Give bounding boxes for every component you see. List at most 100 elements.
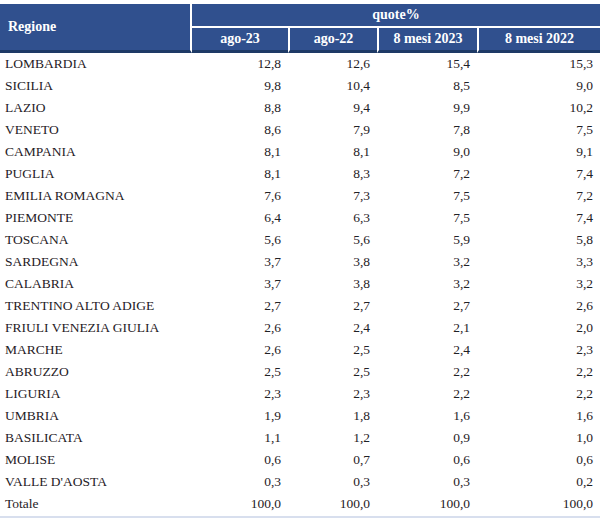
table-row: BASILICATA1,11,20,91,0	[0, 427, 600, 449]
region-name: LOMBARDIA	[0, 53, 192, 75]
value-cell: 2,2	[377, 383, 477, 405]
value-cell: 2,5	[288, 339, 377, 361]
value-cell: 8,3	[288, 163, 377, 185]
value-cell: 2,7	[192, 295, 288, 317]
value-cell: 0,6	[377, 449, 477, 471]
value-cell: 3,2	[377, 251, 477, 273]
region-name: TRENTINO ALTO ADIGE	[0, 295, 192, 317]
column-header-8-mesi-2022: 8 mesi 2022	[477, 28, 600, 53]
value-cell: 5,8	[477, 229, 600, 251]
value-cell: 9,0	[377, 141, 477, 163]
value-cell: 7,5	[377, 207, 477, 229]
value-cell: 2,4	[288, 317, 377, 339]
region-name: ABRUZZO	[0, 361, 192, 383]
value-cell: 2,2	[377, 361, 477, 383]
value-cell: 1,6	[477, 405, 600, 427]
value-cell: 5,6	[192, 229, 288, 251]
region-name: SARDEGNA	[0, 251, 192, 273]
value-cell: 7,4	[477, 163, 600, 185]
value-cell: 7,5	[477, 119, 600, 141]
value-cell: 2,2	[477, 383, 600, 405]
value-cell: 1,1	[192, 427, 288, 449]
value-cell: 2,3	[288, 383, 377, 405]
value-cell: 8,8	[192, 97, 288, 119]
value-cell: 0,3	[377, 471, 477, 493]
value-cell: 12,6	[288, 53, 377, 75]
region-name: Totale	[0, 493, 192, 515]
column-header-ago-22: ago-22	[288, 28, 377, 53]
value-cell: 7,8	[377, 119, 477, 141]
value-cell: 9,9	[377, 97, 477, 119]
regioni-quote-table: Regione quote% ago-23 ago-22 8 mesi 2023…	[0, 4, 600, 515]
value-cell: 2,6	[192, 317, 288, 339]
table-row: SICILIA9,810,48,59,0	[0, 75, 600, 97]
value-cell: 8,5	[377, 75, 477, 97]
value-cell: 2,5	[192, 361, 288, 383]
value-cell: 2,5	[288, 361, 377, 383]
value-cell: 5,6	[288, 229, 377, 251]
value-cell: 12,8	[192, 53, 288, 75]
value-cell: 10,4	[288, 75, 377, 97]
value-cell: 1,8	[288, 405, 377, 427]
value-cell: 3,2	[477, 273, 600, 295]
header-group-row: Regione quote%	[0, 4, 600, 28]
value-cell: 15,4	[377, 53, 477, 75]
region-name: FRIULI VENEZIA GIULIA	[0, 317, 192, 339]
table-row: ABRUZZO2,52,52,22,2	[0, 361, 600, 383]
value-cell: 7,2	[477, 185, 600, 207]
value-cell: 0,9	[377, 427, 477, 449]
region-name: BASILICATA	[0, 427, 192, 449]
column-group-header-quote: quote%	[192, 4, 600, 28]
value-cell: 6,4	[192, 207, 288, 229]
column-header-regione: Regione	[0, 4, 192, 53]
value-cell: 2,1	[377, 317, 477, 339]
region-name: MOLISE	[0, 449, 192, 471]
value-cell: 2,4	[377, 339, 477, 361]
region-name: LIGURIA	[0, 383, 192, 405]
value-cell: 1,0	[477, 427, 600, 449]
region-name: LAZIO	[0, 97, 192, 119]
bottom-rule	[0, 516, 600, 518]
column-header-ago-23: ago-23	[192, 28, 288, 53]
value-cell: 2,3	[477, 339, 600, 361]
region-name: CAMPANIA	[0, 141, 192, 163]
value-cell: 3,2	[377, 273, 477, 295]
table-row: TOSCANA5,65,65,95,8	[0, 229, 600, 251]
table-row: CALABRIA3,73,83,23,2	[0, 273, 600, 295]
value-cell: 2,3	[192, 383, 288, 405]
table-row: LIGURIA2,32,32,22,2	[0, 383, 600, 405]
value-cell: 2,6	[477, 295, 600, 317]
value-cell: 5,9	[377, 229, 477, 251]
table-row: TRENTINO ALTO ADIGE2,72,72,72,6	[0, 295, 600, 317]
value-cell: 7,4	[477, 207, 600, 229]
table-row: PIEMONTE6,46,37,57,4	[0, 207, 600, 229]
table-header: Regione quote% ago-23 ago-22 8 mesi 2023…	[0, 4, 600, 53]
value-cell: 9,8	[192, 75, 288, 97]
value-cell: 9,4	[288, 97, 377, 119]
value-cell: 10,2	[477, 97, 600, 119]
value-cell: 0,3	[288, 471, 377, 493]
value-cell: 100,0	[192, 493, 288, 515]
value-cell: 2,7	[288, 295, 377, 317]
value-cell: 7,5	[377, 185, 477, 207]
value-cell: 2,2	[477, 361, 600, 383]
table-row: Totale100,0100,0100,0100,0	[0, 493, 600, 515]
value-cell: 3,8	[288, 251, 377, 273]
value-cell: 3,7	[192, 273, 288, 295]
value-cell: 6,3	[288, 207, 377, 229]
value-cell: 7,6	[192, 185, 288, 207]
value-cell: 2,6	[192, 339, 288, 361]
value-cell: 7,2	[377, 163, 477, 185]
region-name: EMILIA ROMAGNA	[0, 185, 192, 207]
value-cell: 100,0	[377, 493, 477, 515]
value-cell: 7,3	[288, 185, 377, 207]
value-cell: 15,3	[477, 53, 600, 75]
value-cell: 3,8	[288, 273, 377, 295]
value-cell: 0,6	[477, 449, 600, 471]
value-cell: 9,0	[477, 75, 600, 97]
table-row: LAZIO8,89,49,910,2	[0, 97, 600, 119]
value-cell: 0,7	[288, 449, 377, 471]
value-cell: 8,1	[288, 141, 377, 163]
value-cell: 3,3	[477, 251, 600, 273]
value-cell: 2,0	[477, 317, 600, 339]
